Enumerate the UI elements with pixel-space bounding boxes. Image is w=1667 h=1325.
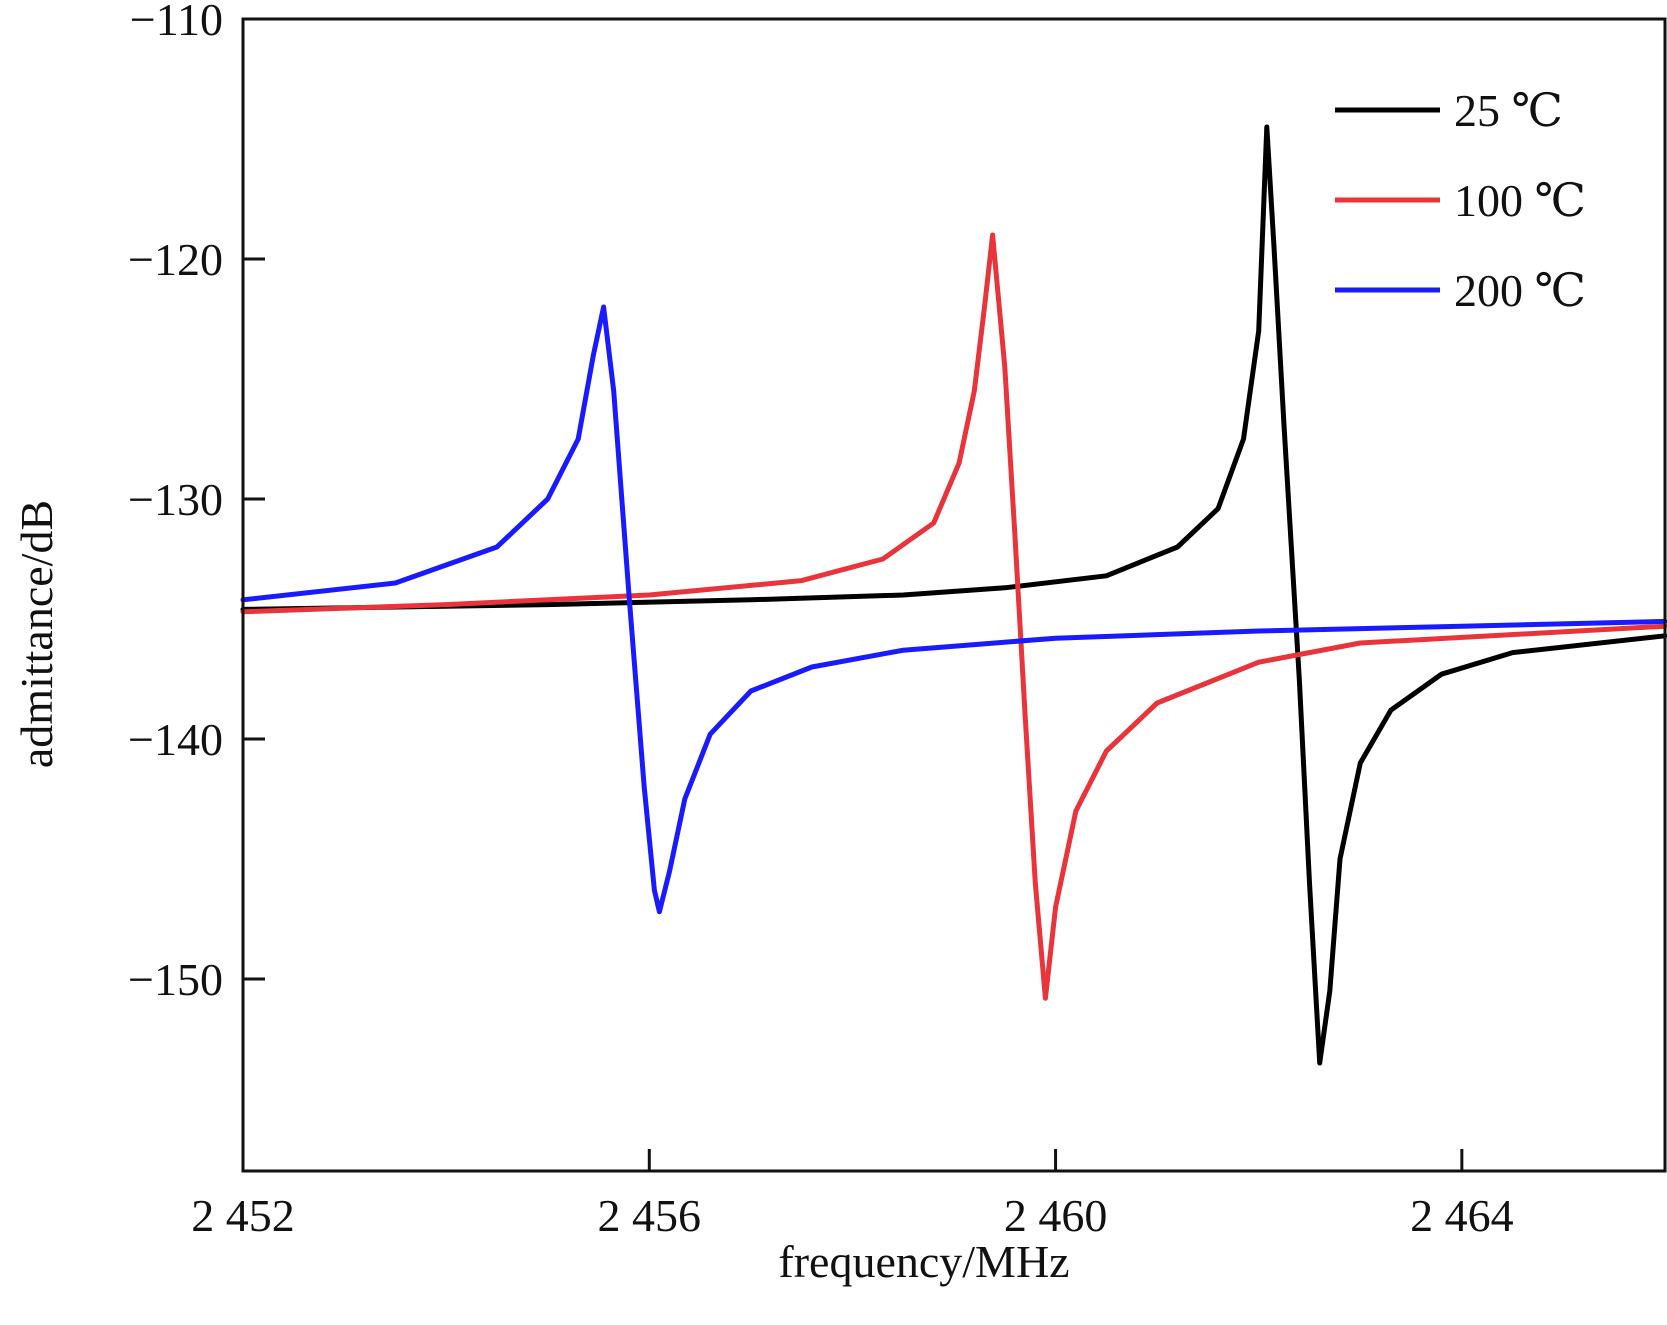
y-axis-title: admittance/dB — [11, 500, 62, 768]
y-tick-label: −140 — [128, 714, 223, 765]
x-tick-label: 2 460 — [1004, 1190, 1108, 1241]
legend-label-1: 100 ℃ — [1454, 175, 1586, 226]
x-axis: 2 452 2 456 2 460 2 464 — [191, 1149, 1514, 1241]
series-layer — [240, 124, 1667, 1066]
y-tick-label: −110 — [130, 0, 223, 45]
legend-label-0: 25 ℃ — [1454, 85, 1563, 136]
y-axis: −110 −120 −130 −140 −150 — [128, 0, 265, 1005]
y-tick-label: −150 — [128, 954, 223, 1005]
legend-label-2: 200 ℃ — [1454, 265, 1586, 316]
series-line-2 — [240, 304, 1667, 915]
x-tick-label: 2 452 — [191, 1190, 295, 1241]
series-line-0 — [240, 124, 1667, 1066]
x-axis-title: frequency/MHz — [778, 1236, 1069, 1287]
plot-frame — [241, 17, 1667, 1173]
series-line-1 — [240, 232, 1667, 1001]
y-tick-label: −130 — [128, 474, 223, 525]
x-tick-label: 2 456 — [598, 1190, 702, 1241]
legend: 25 ℃ 100 ℃ 200 ℃ — [1335, 85, 1586, 316]
x-tick-label: 2 464 — [1410, 1190, 1514, 1241]
y-tick-label: −120 — [128, 234, 223, 285]
